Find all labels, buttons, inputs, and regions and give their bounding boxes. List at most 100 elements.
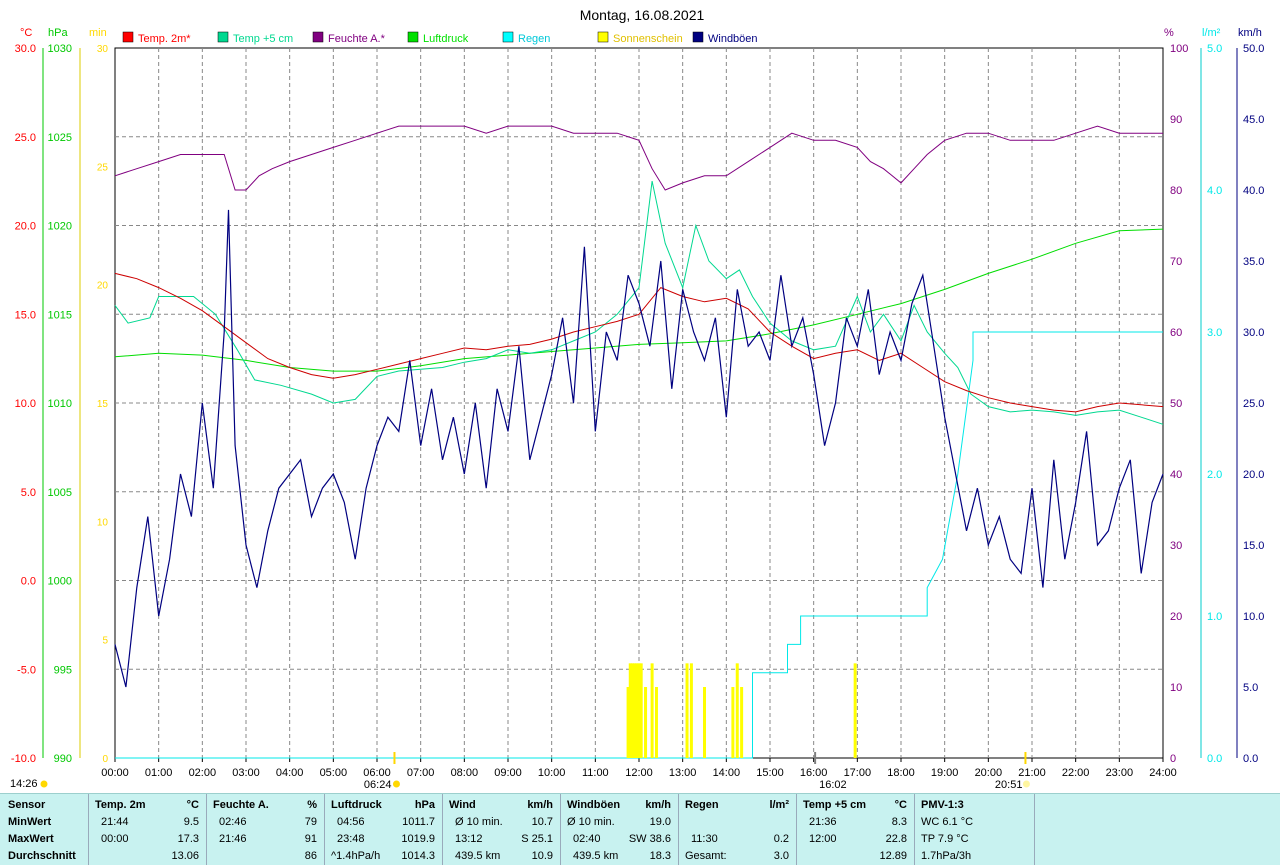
sunshine-bar — [853, 663, 857, 758]
tick-label-pressure_hpa: 990 — [54, 753, 72, 765]
x-tick-label: 08:00 — [451, 767, 479, 779]
legend-label: Feuchte A.* — [328, 33, 386, 45]
wind-title: Wind — [449, 799, 476, 811]
tick-label-pressure_hpa: 1030 — [48, 43, 72, 55]
axes: -10.0 -5.0 0.0 5.0 10.0 15.0 20.0 25.0 30.0 990 99… — [11, 43, 1265, 779]
temp2m-max-val: 17.3 — [177, 833, 199, 845]
series-line-temp-5-cm — [114, 180, 1164, 425]
series-line-windb-en — [114, 209, 1164, 688]
stats-col-pressure: Luftdruck hPa 04:56 1011.7 23:48 1019.9 … — [324, 794, 443, 865]
grid — [114, 47, 1164, 759]
tick-label-pressure_hpa: 1010 — [48, 398, 72, 410]
temp2m-min-time: 21:44 — [101, 816, 129, 828]
sunshine-bar — [637, 663, 641, 758]
pmv-line2: TP 7.9 °C — [921, 833, 969, 845]
sunset-tick — [1024, 752, 1027, 764]
noon-label: 16:02 — [819, 779, 847, 791]
sunshine-bar — [703, 687, 706, 758]
tick-label-pressure_hpa: 1020 — [48, 221, 72, 233]
sun-markers: 14:26 06:24 16:02 20:51 — [10, 752, 1030, 791]
tick-label-sunshine_min: 5 — [102, 636, 108, 647]
tick-label-sunshine_min: 20 — [97, 281, 109, 292]
legend: Temp. 2m* Temp +5 cm Feuchte A.* Luftdruck R… — [122, 31, 758, 45]
tick-label-humidity_pct: 80 — [1170, 185, 1182, 197]
legend-label: Luftdruck — [423, 33, 469, 45]
sunshine-bar — [633, 663, 637, 758]
row-label-max: MaxWert — [8, 833, 54, 845]
tick-label-rain_lm2: 0.0 — [1207, 753, 1222, 765]
sunset-icon — [1022, 780, 1030, 788]
legend-label: Windböen — [708, 33, 758, 45]
series-line-temp-2m- — [114, 272, 1164, 413]
wind-avg: 10.9 — [531, 850, 553, 862]
gusts-min-val: 19.0 — [649, 816, 671, 828]
temp2m-title: Temp. 2m — [95, 799, 146, 811]
tick-label-sunshine_min: 30 — [97, 44, 109, 55]
legend-label: Regen — [518, 33, 550, 45]
legend-label: Sonnenschein — [613, 33, 683, 45]
sun-icon — [40, 780, 48, 788]
tick-label-temp_c: 15.0 — [15, 309, 36, 321]
tick-label-temp_c: -5.0 — [17, 664, 36, 676]
pressure-max-val: 1019.9 — [401, 833, 435, 845]
temp5cm-unit: °C — [894, 799, 907, 811]
pressure-title: Luftdruck — [331, 799, 382, 811]
tick-label-wind_kmh: 5.0 — [1243, 682, 1258, 694]
tick-label-humidity_pct: 10 — [1170, 682, 1182, 694]
tick-label-wind_kmh: 25.0 — [1243, 398, 1264, 410]
sunshine-bar — [731, 687, 735, 758]
wind-max-val: S 25.1 — [521, 833, 553, 845]
legend-swatch — [407, 31, 419, 43]
humidity-title: Feuchte A. — [213, 799, 269, 811]
pressure-min-time: 04:56 — [337, 816, 365, 828]
statistics-panel: Sensor MinWert MaxWert Durchschnitt Temp… — [0, 793, 1280, 865]
sunshine-bar — [628, 663, 632, 758]
tick-label-wind_kmh: 0.0 — [1243, 753, 1258, 765]
tick-label-humidity_pct: 50 — [1170, 398, 1182, 410]
pmv-line1: WC 6.1 °C — [921, 816, 974, 828]
legend-swatch — [122, 31, 134, 43]
sunset-label: 20:51 — [995, 779, 1023, 791]
x-tick-label: 02:00 — [189, 767, 217, 779]
sunshine-bar — [644, 687, 648, 758]
sunshine-bar — [635, 663, 639, 758]
tick-label-wind_kmh: 40.0 — [1243, 185, 1264, 197]
gusts-distance: 439.5 km — [573, 850, 619, 862]
x-tick-label: 13:00 — [669, 767, 697, 779]
temp5cm-min-val: 8.3 — [891, 816, 907, 828]
pressure-trend: ^1.4hPa/h — [331, 850, 381, 862]
tick-label-rain_lm2: 2.0 — [1207, 469, 1222, 481]
sunshine-bar — [639, 663, 643, 758]
temp2m-min-val: 9.5 — [183, 816, 199, 828]
tick-label-sunshine_min: 25 — [97, 162, 109, 173]
humidity-min-val: 79 — [304, 816, 317, 828]
tick-label-humidity_pct: 30 — [1170, 540, 1182, 552]
humidity-max-val: 91 — [304, 833, 317, 845]
gusts-min-label: Ø 10 min. — [567, 816, 615, 828]
x-tick-label: 06:00 — [363, 767, 391, 779]
tick-label-humidity_pct: 40 — [1170, 469, 1182, 481]
tick-label-wind_kmh: 20.0 — [1243, 469, 1264, 481]
humidity-max-time: 21:46 — [219, 833, 247, 845]
unit-label-humidity_pct: % — [1164, 27, 1174, 39]
x-tick-label: 22:00 — [1062, 767, 1090, 779]
x-tick-label: 11:00 — [582, 767, 609, 779]
legend-swatch — [692, 31, 704, 43]
stats-col-rain: Regen l/m² 11:30 0.2 Gesamt: 3.0 — [678, 794, 797, 865]
gusts-unit: km/h — [645, 799, 671, 811]
stats-col-gusts: Windböen km/h Ø 10 min. 19.0 02:40 SW 38… — [560, 794, 679, 865]
legend-swatch — [312, 31, 324, 43]
tick-label-wind_kmh: 35.0 — [1243, 256, 1264, 268]
temp5cm-max-time: 12:00 — [809, 833, 837, 845]
series-line-regen — [115, 331, 1163, 759]
row-label-sensor: Sensor — [8, 799, 46, 811]
temp5cm-title: Temp +5 cm — [803, 799, 867, 811]
tick-label-temp_c: 5.0 — [21, 487, 36, 499]
tick-label-temp_c: 25.0 — [15, 132, 36, 144]
tick-label-wind_kmh: 10.0 — [1243, 611, 1264, 623]
sunshine-bar — [654, 687, 658, 758]
pressure-min-val: 1011.7 — [402, 816, 435, 828]
weather-chart: Montag, 16.08.2021 Temp. 2m* Temp +5 cm Fe… — [10, 7, 1265, 791]
axis-unit-labels: °C hPa min% l/m² km/h — [20, 27, 1262, 39]
legend-label: Temp. 2m* — [138, 33, 191, 45]
